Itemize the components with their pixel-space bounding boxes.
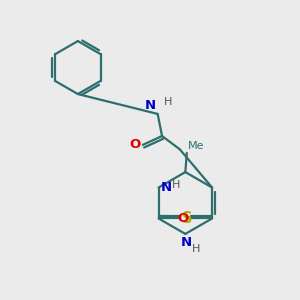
Text: N: N [160,181,172,194]
Text: H: H [164,98,172,107]
Text: S: S [182,211,193,226]
Text: O: O [177,212,189,225]
Text: Me: Me [188,142,205,152]
Text: H: H [172,180,180,190]
Text: N: N [181,236,192,249]
Text: O: O [129,138,141,151]
Text: N: N [145,100,156,112]
Text: H: H [192,244,201,254]
